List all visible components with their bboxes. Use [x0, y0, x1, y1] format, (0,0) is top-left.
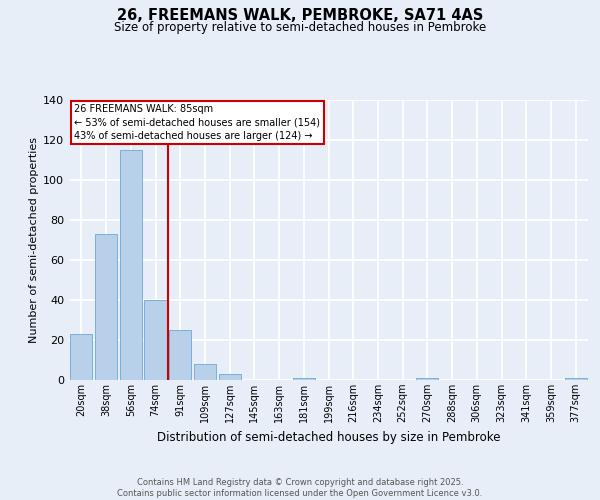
Text: 26, FREEMANS WALK, PEMBROKE, SA71 4AS: 26, FREEMANS WALK, PEMBROKE, SA71 4AS: [117, 8, 483, 22]
Text: Size of property relative to semi-detached houses in Pembroke: Size of property relative to semi-detach…: [114, 21, 486, 34]
Bar: [145, 300, 167, 380]
Y-axis label: Number of semi-detached properties: Number of semi-detached properties: [29, 137, 39, 343]
Bar: [169, 330, 191, 380]
Bar: [95, 234, 117, 380]
Bar: [70, 334, 92, 380]
Bar: [119, 150, 142, 380]
Bar: [565, 378, 587, 380]
X-axis label: Distribution of semi-detached houses by size in Pembroke: Distribution of semi-detached houses by …: [157, 430, 500, 444]
Text: 26 FREEMANS WALK: 85sqm
← 53% of semi-detached houses are smaller (154)
43% of s: 26 FREEMANS WALK: 85sqm ← 53% of semi-de…: [74, 104, 320, 141]
Bar: [218, 374, 241, 380]
Text: Contains HM Land Registry data © Crown copyright and database right 2025.
Contai: Contains HM Land Registry data © Crown c…: [118, 478, 482, 498]
Bar: [416, 378, 439, 380]
Bar: [293, 378, 315, 380]
Bar: [194, 364, 216, 380]
